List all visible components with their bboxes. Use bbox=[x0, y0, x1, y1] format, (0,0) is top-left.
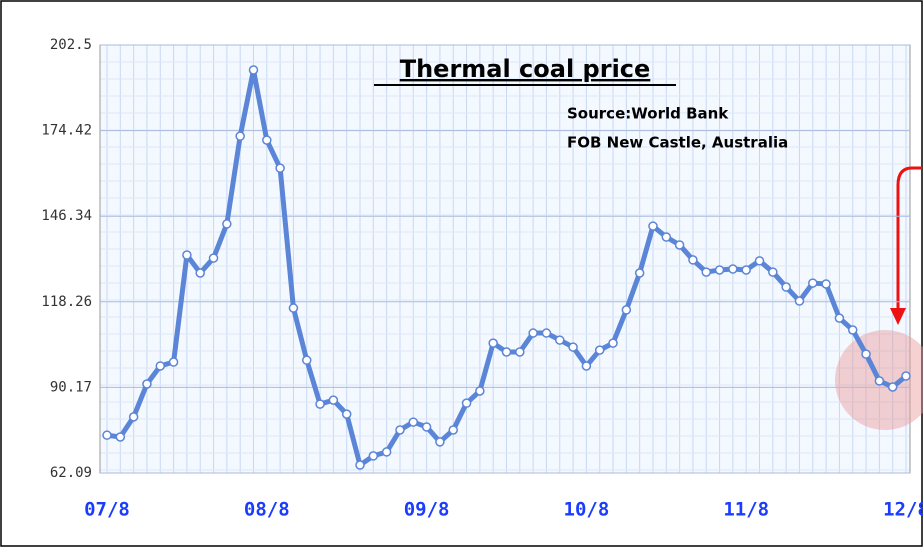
point bbox=[714, 265, 725, 275]
point bbox=[182, 250, 192, 260]
point bbox=[421, 422, 432, 432]
y-tick-label: 62.09 bbox=[50, 465, 92, 481]
x-tick-label: 10/8 bbox=[564, 499, 610, 521]
x-tick-label: 09/8 bbox=[404, 499, 450, 521]
point bbox=[341, 409, 352, 419]
point bbox=[674, 240, 685, 250]
point bbox=[901, 371, 911, 381]
y-tick-label: 90.17 bbox=[50, 379, 92, 395]
point bbox=[648, 221, 658, 231]
point bbox=[594, 345, 605, 355]
point bbox=[515, 347, 525, 357]
point bbox=[847, 325, 858, 335]
point bbox=[501, 347, 512, 357]
point bbox=[128, 412, 139, 422]
point bbox=[834, 313, 845, 323]
point bbox=[461, 398, 472, 408]
point bbox=[328, 395, 339, 405]
point bbox=[688, 255, 698, 265]
point bbox=[288, 303, 299, 313]
y-tick-label: 146.34 bbox=[41, 208, 92, 224]
annotation: Source:World Bank bbox=[567, 105, 729, 123]
point bbox=[222, 219, 232, 229]
point bbox=[555, 335, 565, 345]
point bbox=[728, 264, 738, 274]
y-tick-label: 202.5 bbox=[50, 37, 92, 53]
point bbox=[275, 163, 285, 173]
point bbox=[435, 437, 445, 447]
x-tick-label: 12/8 bbox=[883, 499, 923, 521]
point bbox=[661, 232, 672, 242]
point bbox=[794, 296, 805, 306]
point bbox=[155, 361, 166, 371]
point bbox=[262, 135, 272, 145]
annotation: FOB New Castle, Australia bbox=[567, 134, 788, 152]
point bbox=[142, 379, 152, 389]
point bbox=[808, 278, 818, 288]
point bbox=[541, 328, 552, 338]
point bbox=[701, 267, 711, 277]
point bbox=[208, 253, 219, 263]
point bbox=[608, 338, 618, 348]
x-tick-label: 08/8 bbox=[244, 499, 290, 521]
arrow bbox=[896, 166, 922, 310]
y-tick-label: 118.26 bbox=[41, 294, 92, 310]
point bbox=[368, 451, 379, 461]
point bbox=[235, 131, 245, 141]
point bbox=[581, 361, 592, 371]
point bbox=[874, 376, 885, 386]
point bbox=[568, 342, 578, 352]
point bbox=[395, 425, 405, 435]
point bbox=[315, 399, 325, 409]
point bbox=[528, 328, 538, 338]
point bbox=[768, 267, 778, 277]
x-tick-label: 11/8 bbox=[723, 499, 769, 521]
point bbox=[381, 447, 392, 457]
arrow-head bbox=[890, 308, 906, 325]
point bbox=[754, 256, 765, 266]
point bbox=[302, 355, 312, 365]
grid bbox=[100, 44, 910, 473]
point bbox=[475, 386, 485, 396]
point bbox=[355, 460, 365, 470]
point bbox=[741, 265, 751, 275]
point bbox=[168, 357, 179, 367]
point bbox=[408, 417, 419, 427]
point bbox=[102, 430, 112, 440]
point bbox=[448, 425, 458, 435]
chart-title: Thermal coal price bbox=[400, 55, 651, 83]
point bbox=[887, 382, 898, 392]
point bbox=[861, 349, 871, 359]
point bbox=[195, 268, 205, 278]
point bbox=[248, 65, 259, 75]
x-tick-label: 07/8 bbox=[84, 499, 130, 521]
point bbox=[781, 282, 791, 292]
point bbox=[821, 279, 831, 289]
point bbox=[488, 338, 498, 348]
plot-bg bbox=[100, 45, 910, 473]
point bbox=[115, 432, 126, 442]
y-tick-label: 174.42 bbox=[41, 123, 92, 139]
point bbox=[634, 268, 645, 278]
point bbox=[621, 305, 632, 315]
